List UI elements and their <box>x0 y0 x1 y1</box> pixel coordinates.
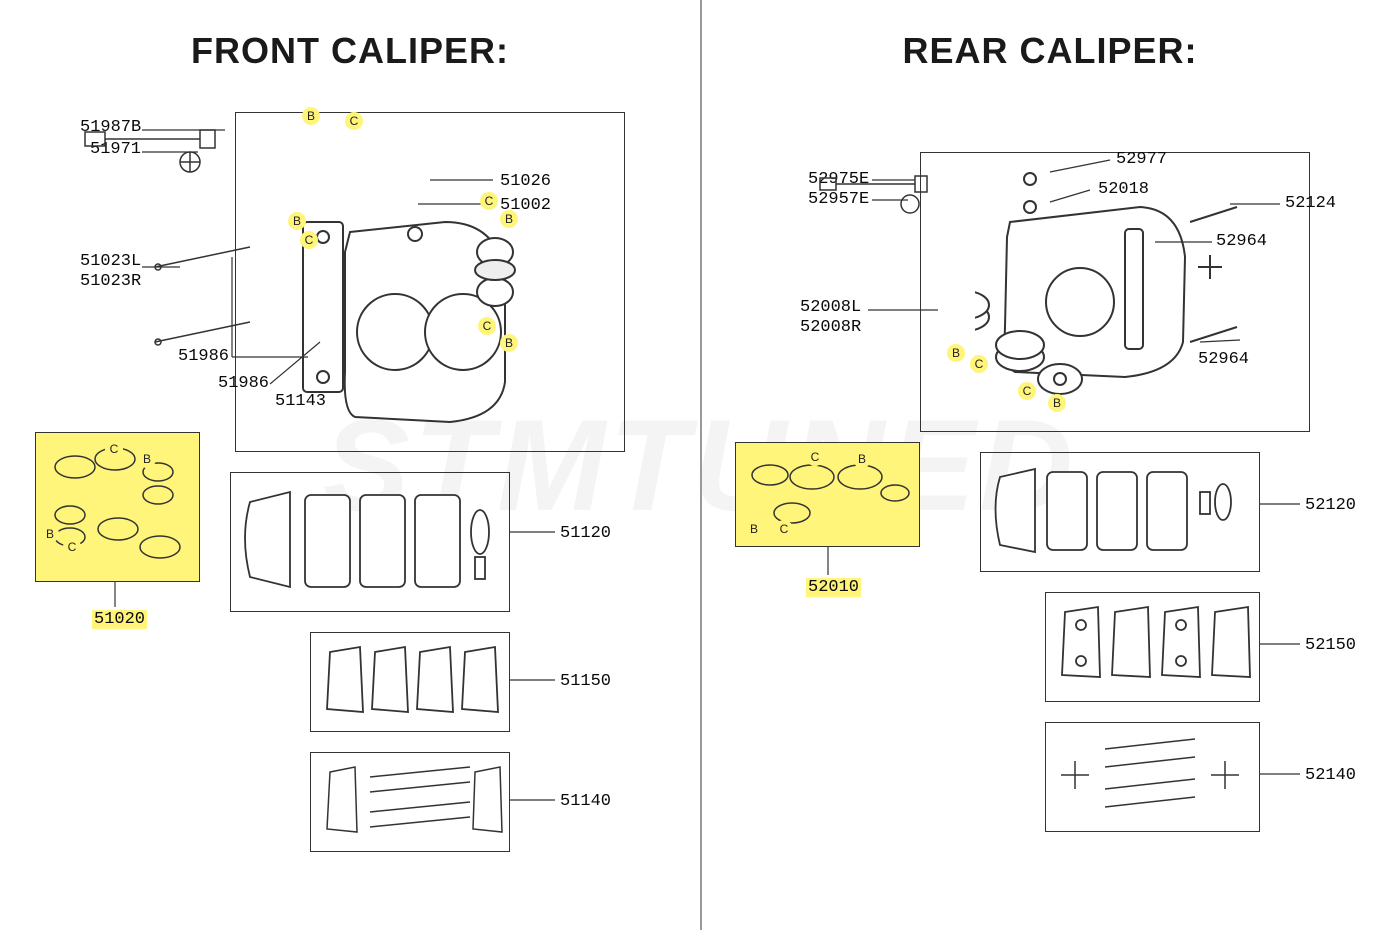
label-52124: 52124 <box>1285 194 1336 213</box>
bc-tag: B <box>745 520 763 538</box>
bc-tag: C <box>480 192 498 210</box>
bc-tag: C <box>806 448 824 466</box>
bolt-icon <box>80 122 225 177</box>
bc-tag: C <box>345 112 363 130</box>
bc-tag: B <box>853 450 871 468</box>
front-shims-icon <box>315 637 505 727</box>
bc-tag: C <box>478 317 496 335</box>
rear-pads-icon <box>985 457 1255 567</box>
bc-tag: B <box>41 525 59 543</box>
bc-tag: B <box>1048 394 1066 412</box>
label-51150: 51150 <box>560 672 611 691</box>
bc-tag: B <box>288 212 306 230</box>
front-caliper-panel: FRONT CALIPER: <box>0 0 700 930</box>
front-pads-icon <box>235 477 505 607</box>
label-51120: 51120 <box>560 524 611 543</box>
sealkit-icon <box>40 437 195 577</box>
bc-tag: C <box>775 520 793 538</box>
rear-pinkit-icon <box>1050 727 1255 827</box>
label-52008L: 52008L <box>800 298 861 317</box>
bc-tag: C <box>300 231 318 249</box>
label-52008R: 52008R <box>800 318 861 337</box>
rear-bolt-icon <box>815 172 940 217</box>
rear-shims-icon <box>1050 597 1255 697</box>
label-52120: 52120 <box>1305 496 1356 515</box>
bc-tag: B <box>500 210 518 228</box>
rear-caliper-body-icon <box>975 167 1255 427</box>
bc-tag: C <box>105 440 123 458</box>
label-51986b: 51986 <box>218 374 269 393</box>
rear-sealkit-icon <box>740 447 915 542</box>
bc-tag: B <box>500 334 518 352</box>
label-51026: 51026 <box>500 172 551 191</box>
label-51140: 51140 <box>560 792 611 811</box>
bc-tag: B <box>138 450 156 468</box>
bc-tag: C <box>63 538 81 556</box>
front-pinkit-icon <box>315 757 505 847</box>
label-51023L: 51023L <box>80 252 141 271</box>
front-title: FRONT CALIPER: <box>0 30 700 72</box>
pins-icon <box>150 242 270 362</box>
label-52010: 52010 <box>806 578 861 597</box>
bc-tag: B <box>947 344 965 362</box>
label-52140: 52140 <box>1305 766 1356 785</box>
rear-diagram: B C C B C B B C 52975E 52957E 52977 5201… <box>700 72 1400 912</box>
front-diagram: B C B C C B C B C B B C 51987B 51971 510… <box>0 72 700 912</box>
rear-title: REAR CALIPER: <box>700 30 1400 72</box>
label-51023R: 51023R <box>80 272 141 291</box>
rear-caliper-panel: REAR CALIPER: <box>700 0 1400 930</box>
label-52150: 52150 <box>1305 636 1356 655</box>
label-51020: 51020 <box>92 610 147 629</box>
bc-tag: B <box>302 107 320 125</box>
bc-tag: C <box>970 355 988 373</box>
bc-tag: C <box>1018 382 1036 400</box>
